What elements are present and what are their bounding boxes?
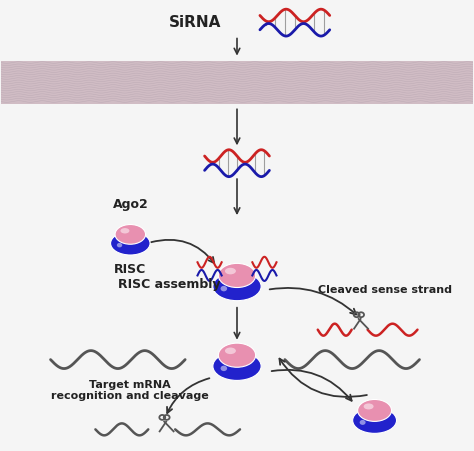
- Ellipse shape: [364, 404, 374, 410]
- Text: RISC: RISC: [114, 263, 146, 276]
- Ellipse shape: [360, 420, 365, 425]
- Ellipse shape: [225, 268, 236, 274]
- Ellipse shape: [219, 343, 255, 367]
- Ellipse shape: [220, 286, 227, 291]
- Ellipse shape: [358, 400, 392, 421]
- Ellipse shape: [353, 407, 397, 433]
- Text: Ago2: Ago2: [112, 198, 148, 211]
- Ellipse shape: [117, 243, 122, 248]
- Text: Target mRNA
recognition and cleavage: Target mRNA recognition and cleavage: [52, 380, 209, 401]
- Ellipse shape: [220, 366, 227, 371]
- Text: SiRNA: SiRNA: [169, 15, 221, 30]
- Ellipse shape: [213, 352, 261, 381]
- Ellipse shape: [110, 232, 150, 255]
- Ellipse shape: [225, 348, 236, 354]
- FancyBboxPatch shape: [0, 60, 474, 104]
- Text: RISC assembly: RISC assembly: [118, 278, 220, 291]
- Ellipse shape: [219, 263, 255, 287]
- Ellipse shape: [120, 228, 129, 234]
- Text: Cleaved sense strand: Cleaved sense strand: [318, 285, 452, 295]
- Ellipse shape: [115, 225, 146, 244]
- Ellipse shape: [213, 272, 261, 301]
